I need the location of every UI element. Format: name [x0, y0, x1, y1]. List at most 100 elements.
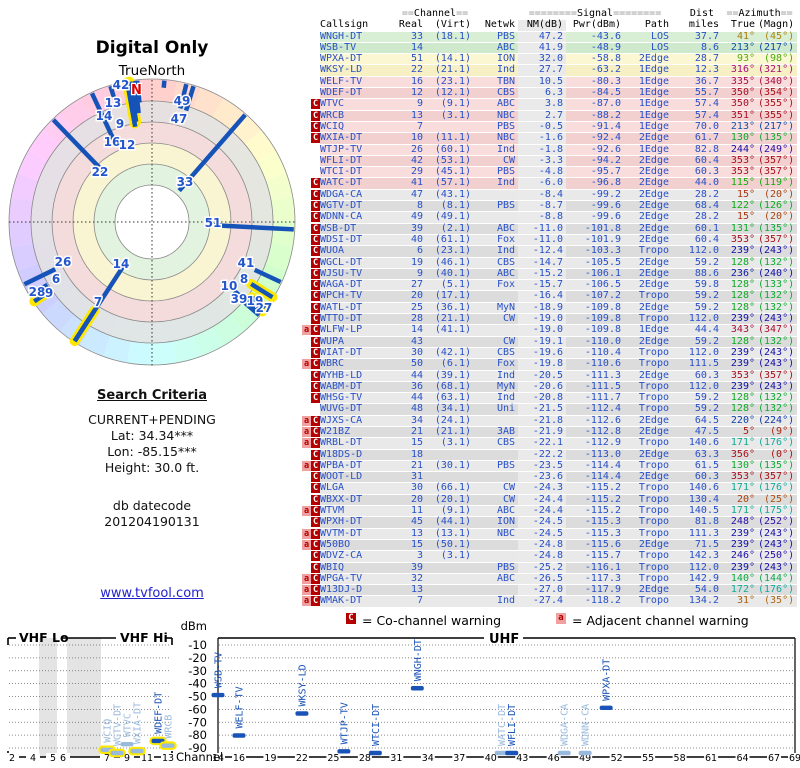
callsign-link[interactable]: WATC-DT	[320, 178, 396, 190]
header-real: Real	[396, 20, 426, 32]
co-channel-warning-icon: C	[311, 178, 320, 189]
callsign-link[interactable]: WTTO-DT	[320, 313, 396, 326]
callsign-link[interactable]: WUPA	[320, 336, 396, 348]
callsign-link[interactable]: WBIQ	[320, 562, 396, 574]
cell-azimuth-magnetic: (126°)	[758, 200, 798, 213]
callsign-link[interactable]: WGTV-DT	[320, 200, 396, 213]
callsign-link[interactable]: WDVZ-CA	[320, 550, 396, 563]
cell-path: Tropo	[624, 505, 672, 518]
cell-azimuth-magnetic: (135°)	[758, 460, 798, 473]
callsign-link[interactable]: WBXX-DT	[320, 494, 396, 507]
callsign-link[interactable]: WJXS-CA	[320, 415, 396, 427]
callsign-link[interactable]: WPBA-DT	[320, 460, 396, 473]
cell-network: MyN	[474, 302, 518, 315]
cell-distance-miles: 88.6	[672, 268, 722, 281]
callsign-link[interactable]: WIAT-DT	[320, 347, 396, 360]
dbm-axis-label: dBm	[181, 619, 207, 633]
callsign-link[interactable]: WGCL-DT	[320, 257, 396, 269]
callsign-link[interactable]: WPGA-TV	[320, 573, 396, 586]
callsign-link[interactable]: WABM-DT	[320, 381, 396, 394]
callsign-link[interactable]: WKSY-LD	[320, 65, 396, 77]
station-label: WFLI-DT	[507, 704, 518, 746]
tick-bg	[326, 753, 341, 763]
cell-nm-db: 27.7	[518, 65, 566, 77]
cell-nm-db: 32.0	[518, 53, 566, 66]
cell-real-channel: 14	[396, 42, 426, 55]
callsign-link[interactable]: WSB-TV	[320, 42, 396, 55]
callsign-link[interactable]: WOOT-LD	[320, 471, 396, 484]
callsign-link[interactable]: WTJP-TV	[320, 144, 396, 156]
radar-spoke	[249, 282, 274, 300]
callsign-link[interactable]: WDSI-DT	[320, 234, 396, 247]
callsign-link[interactable]: W13DJ-D	[320, 584, 396, 597]
tvfool-link[interactable]: www.tvfool.com	[100, 586, 204, 601]
cell-path: 2Edge	[624, 584, 672, 597]
cell-distance-miles: 112.0	[672, 245, 722, 258]
callsign-link[interactable]: WSB-DT	[320, 223, 396, 235]
cell-azimuth-magnetic: (133°)	[758, 279, 798, 292]
callsign-link[interactable]: WDEF-DT	[320, 87, 396, 100]
radar-channel-label: 26	[55, 255, 72, 269]
cell-azimuth-magnetic: (98°)	[758, 53, 798, 66]
cell-nm-db: 3.8	[518, 99, 566, 111]
callsign-link[interactable]: WTVM	[320, 505, 396, 518]
warning-markers: C	[300, 562, 320, 574]
callsign-link[interactable]: WRCB	[320, 110, 396, 122]
callsign-link[interactable]: WLFW-LP	[320, 325, 396, 337]
cell-virtual-channel	[426, 585, 474, 597]
callsign-link[interactable]: W21BZ	[320, 426, 396, 439]
callsign-link[interactable]: W50BO	[320, 539, 396, 552]
callsign-link[interactable]: WPXA-DT	[320, 53, 396, 66]
cell-azimuth-true: 356°	[722, 449, 758, 461]
station-label: WDNN-CA	[581, 704, 592, 746]
callsign-link[interactable]: WMAK-DT	[320, 596, 396, 608]
table-row: C WLGA 30 (66.1) CW -24.3 -115.2 Tropo 140.6 171°…	[300, 483, 798, 495]
callsign-link[interactable]: WPCH-TV	[320, 291, 396, 303]
callsign-link[interactable]: WAGA-DT	[320, 279, 396, 292]
cell-power-dbm: -112.6	[566, 415, 624, 427]
callsign-link[interactable]: WUOA	[320, 245, 396, 258]
callsign-link[interactable]: WPXH-DT	[320, 517, 396, 529]
cell-real-channel: 12	[396, 87, 426, 100]
cell-nm-db: -15.7	[518, 279, 566, 292]
callsign-link[interactable]: WDNN-CA	[320, 212, 396, 224]
co-channel-warning-icon: C	[311, 539, 320, 550]
callsign-link[interactable]: WBRC	[320, 358, 396, 371]
callsign-link[interactable]: WCIQ	[320, 121, 396, 134]
callsign-link[interactable]: WFLI-DT	[320, 155, 396, 168]
cell-virtual-channel: (43.1)	[426, 189, 474, 202]
callsign-link[interactable]: WTVC	[320, 99, 396, 111]
callsign-link[interactable]: W18DS-D	[320, 449, 396, 461]
callsign-link[interactable]: WDGA-CA	[320, 189, 396, 202]
callsign-link[interactable]: WJSU-TV	[320, 268, 396, 281]
callsign-link[interactable]: WNGH-DT	[320, 31, 396, 43]
header-virt: (Virt)	[426, 20, 474, 32]
callsign-link[interactable]: WATL-DT	[320, 302, 396, 315]
callsign-link[interactable]: WLGA	[320, 483, 396, 495]
callsign-link[interactable]: WHSG-TV	[320, 392, 396, 405]
cell-azimuth-true: 239°	[722, 539, 758, 552]
vhf-lo-label: VHF Lo	[19, 630, 69, 645]
cell-power-dbm: -111.7	[566, 392, 624, 405]
cell-power-dbm: -111.5	[566, 381, 624, 394]
callsign-link[interactable]: WTCI-DT	[320, 166, 396, 179]
cell-nm-db: -24.4	[518, 505, 566, 518]
callsign-link[interactable]: WXIA-DT	[320, 132, 396, 145]
radar-spoke	[108, 85, 116, 98]
tick-bg	[672, 753, 687, 763]
table-row: WPXA-DT 51 (14.1) ION 32.0 -58.8 2Edge 28.7 93°(…	[300, 53, 798, 66]
callsign-link[interactable]: WVTM-DT	[320, 528, 396, 540]
uhf-label: UHF	[489, 632, 519, 647]
cell-network	[474, 415, 518, 427]
cell-network	[474, 291, 518, 303]
callsign-link[interactable]: WELF-TV	[320, 76, 396, 89]
station-label: WPXA-DT	[602, 659, 613, 701]
callsign-link[interactable]: WYHB-LD	[320, 370, 396, 382]
cell-real-channel: 39	[396, 223, 426, 235]
warning-markers: C	[300, 347, 320, 360]
cell-power-dbm: -115.3	[566, 528, 624, 540]
callsign-link[interactable]: WRBL-DT	[320, 437, 396, 450]
callsign-link[interactable]: WUVG-DT	[320, 404, 396, 416]
table-row: C WBIQ 39 PBS -25.2 -116.1 Tropo 112.0 239° (243°…	[300, 562, 798, 574]
